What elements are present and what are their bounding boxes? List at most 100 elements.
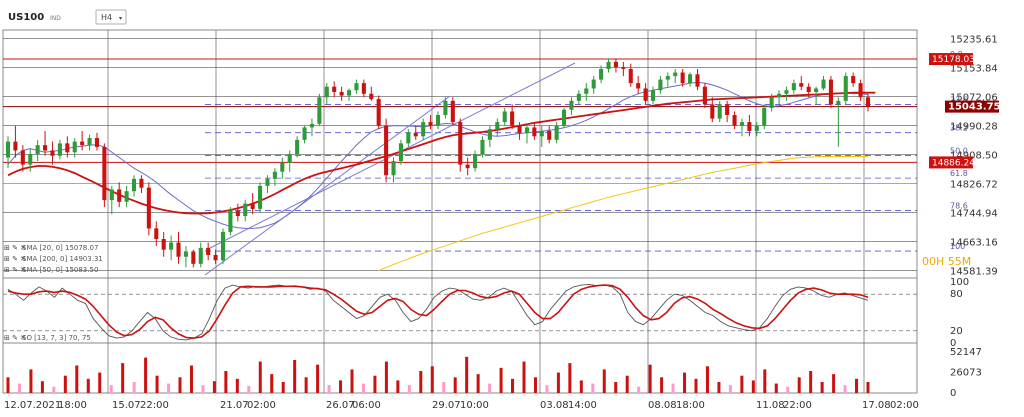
candle-body — [206, 247, 211, 255]
candle-body — [295, 139, 300, 154]
timeframe-dropdown-icon[interactable]: ▾ — [119, 15, 122, 22]
volume-panel-frame — [2, 342, 918, 394]
legend-icons-sma200[interactable]: ⊞ ✎ ✕ — [4, 255, 26, 263]
candle-body — [680, 72, 685, 84]
osc-tick-label: 0 — [950, 338, 956, 349]
candle-body — [139, 178, 144, 188]
volume-bar — [614, 381, 618, 393]
candle-body — [739, 122, 745, 126]
volume-bar — [189, 365, 193, 393]
candle-body — [413, 132, 418, 137]
countdown-timer: 00H 55M — [922, 255, 971, 268]
volume-tick-label: 0 — [950, 388, 956, 399]
time-tick-label: 11.08 — [756, 400, 785, 411]
candle-body — [169, 242, 174, 250]
time-tick-label: 02:00 — [890, 400, 919, 411]
volume-bar — [212, 381, 216, 393]
time-tick-label: 26.07 — [326, 400, 355, 411]
candle-body — [309, 123, 315, 128]
candle-body — [561, 109, 567, 126]
volume-bar — [40, 381, 44, 393]
volume-bar — [465, 356, 469, 393]
time-tick-label: 06:00 — [352, 400, 381, 411]
candle-body — [117, 189, 122, 202]
volume-bar — [660, 377, 664, 393]
candle-body — [717, 104, 722, 119]
candle-body — [754, 125, 759, 131]
candle-body — [43, 145, 48, 151]
candle-body — [732, 115, 737, 126]
legend-sma20: SMA [20, 0] 15078.07 — [22, 244, 98, 252]
volume-bar — [820, 381, 824, 393]
volume-bar — [373, 375, 377, 393]
volume-bar — [648, 364, 652, 393]
candle-body — [369, 93, 374, 100]
timeframe-label[interactable]: H4 — [101, 13, 112, 22]
price-tick-label: 14990.28 — [950, 122, 998, 133]
candle-body — [161, 239, 166, 250]
volume-bar — [579, 380, 583, 393]
candle-body — [776, 93, 782, 98]
price-tags: 15178.03 15043.75 14886.24 — [929, 53, 1001, 169]
candle-body — [354, 83, 359, 91]
candle-body — [554, 125, 559, 140]
candle-body — [287, 154, 292, 163]
legend-sma50: SMA [50, 0] 15083.50 — [22, 266, 98, 274]
legend-icons-sma50[interactable]: ⊞ ✎ ✕ — [4, 266, 26, 274]
price-tick-label: 15235.61 — [950, 35, 998, 46]
candle-body — [406, 132, 411, 144]
candlesticks[interactable] — [5, 58, 871, 268]
volume-bar — [488, 383, 492, 393]
volume-bar — [75, 365, 79, 393]
volume-bar — [235, 378, 239, 393]
oscillator-icons[interactable]: ⊞ ✎ ✕ — [4, 334, 26, 342]
legend-icons-sma20[interactable]: ⊞ ✎ ✕ — [4, 244, 26, 252]
volume-bar — [751, 380, 755, 393]
candle-body — [806, 86, 811, 92]
volume-bar — [843, 385, 847, 393]
candle-body — [421, 122, 426, 137]
candle-body — [57, 143, 62, 156]
volume-bar — [832, 374, 836, 393]
volume-bar — [591, 383, 595, 393]
volume-tick-label: 26073 — [950, 368, 982, 379]
candle-body — [346, 90, 352, 96]
volume-bar — [705, 366, 709, 393]
price-tick-label: 14663.16 — [950, 237, 998, 248]
volume-bar — [178, 377, 182, 393]
candle-body — [576, 93, 581, 101]
price-tag-box — [929, 53, 973, 66]
volume-bar — [361, 383, 365, 393]
candle-body — [762, 107, 767, 126]
volume-bar — [533, 377, 537, 393]
time-tick-label: 22:00 — [140, 400, 169, 411]
candle-body — [569, 100, 574, 110]
trendlines — [204, 62, 576, 276]
volume-bar — [155, 375, 159, 393]
candle-body — [643, 88, 648, 101]
candle-body — [821, 79, 826, 89]
volume-bar — [740, 375, 744, 393]
candle-body — [584, 88, 589, 94]
timeframe-box[interactable] — [95, 9, 127, 25]
candle-body — [72, 141, 77, 153]
candle-body — [836, 100, 841, 105]
candle-body — [814, 88, 819, 92]
fib-label: 23.6 — [950, 96, 968, 105]
price-axis: 15235.61 15153.84 15072.06 14990.28 14908.50… — [950, 35, 998, 278]
volume-bar — [121, 363, 125, 393]
time-tick-label: 10:00 — [460, 400, 489, 411]
candle-body — [621, 67, 626, 69]
candle-body — [851, 76, 856, 84]
candle-body — [591, 79, 596, 89]
volume-bar — [407, 385, 411, 393]
price-tick-label: 14826.72 — [950, 180, 998, 191]
volume-bar — [499, 367, 503, 393]
volume-bar — [625, 375, 629, 393]
sma-line — [7, 91, 876, 215]
candle-body — [473, 154, 478, 169]
